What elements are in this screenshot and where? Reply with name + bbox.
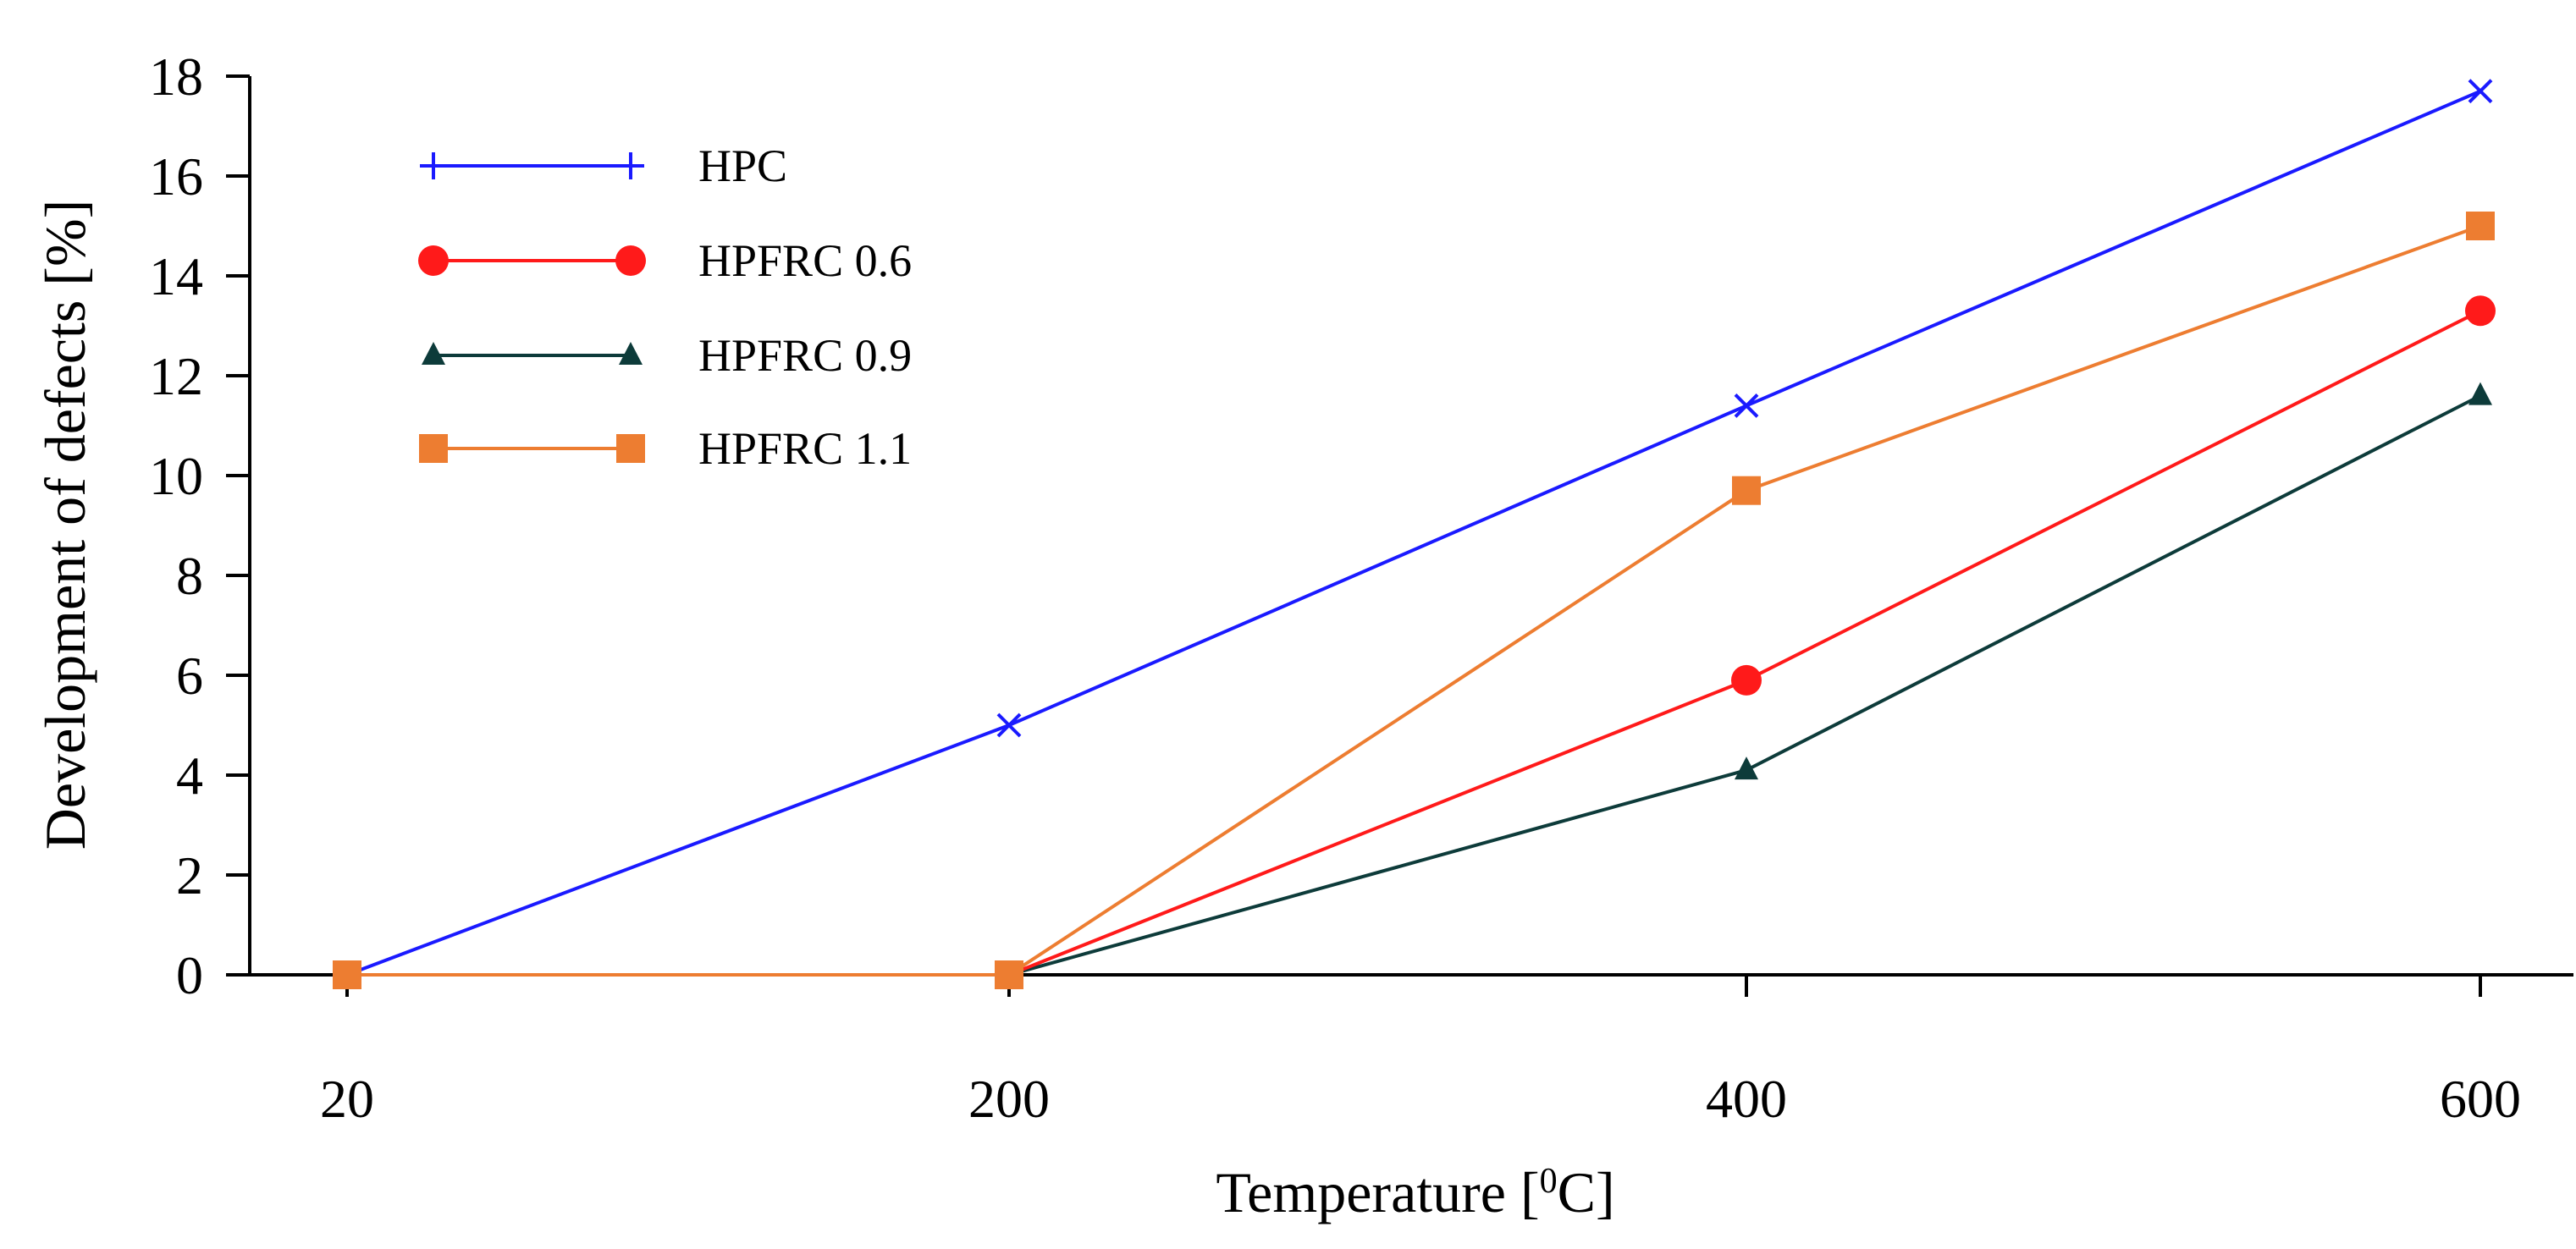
data-point xyxy=(2465,295,2496,327)
legend-marker xyxy=(422,342,445,365)
series-line-hpfrc-0-6 xyxy=(347,309,2481,977)
x-axis-title: Temperature [0C] xyxy=(1216,1160,1614,1224)
legend-item: HPC xyxy=(420,140,787,191)
legend: HPC HPFRC 0.6 HPFRC 0.9 HPFRC 1.1 xyxy=(418,140,912,474)
legend-label: HPFRC 1.1 xyxy=(698,423,912,474)
y-tick-label: 8 xyxy=(176,546,203,606)
y-axis-title: Development of defects [%] xyxy=(33,200,97,850)
series-layer xyxy=(333,79,2496,989)
marker-stroke xyxy=(2468,79,2493,104)
legend-item: HPFRC 0.9 xyxy=(422,330,912,381)
y-tick-label: 16 xyxy=(149,146,203,206)
y-tick-label: 0 xyxy=(176,945,203,1005)
legend-label: HPFRC 0.6 xyxy=(698,235,912,286)
data-point xyxy=(2468,79,2493,104)
x-tick-label: 400 xyxy=(1706,1069,1787,1129)
x-tick-label: 200 xyxy=(968,1069,1050,1129)
data-point xyxy=(333,960,361,989)
data-point xyxy=(1734,393,1759,418)
legend-marker xyxy=(420,152,447,179)
legend-marker xyxy=(418,245,449,276)
data-point xyxy=(1735,757,1758,780)
x-tick-label: 20 xyxy=(320,1069,374,1129)
marker-stroke xyxy=(996,713,1022,738)
data-point xyxy=(2466,212,2495,240)
data-point xyxy=(2468,382,2492,405)
data-point xyxy=(1732,476,1761,505)
legend-label: HPC xyxy=(698,140,787,191)
y-tick-label: 12 xyxy=(149,346,203,406)
series-line-hpfrc-1-1 xyxy=(347,224,2481,977)
data-point xyxy=(1731,664,1762,696)
legend-label: HPFRC 0.9 xyxy=(698,330,912,381)
legend-marker xyxy=(615,245,646,276)
legend-item: HPFRC 0.6 xyxy=(418,235,912,286)
y-tick-label: 4 xyxy=(176,746,203,806)
legend-marker xyxy=(419,434,448,463)
y-tick-label: 10 xyxy=(149,446,203,506)
x-tick-label: 600 xyxy=(2440,1069,2521,1129)
y-tick-label: 6 xyxy=(176,646,203,706)
y-tick-label: 18 xyxy=(149,47,203,107)
data-point xyxy=(996,713,1022,738)
legend-marker xyxy=(616,434,645,463)
y-tick-label: 2 xyxy=(176,845,203,905)
legend-marker xyxy=(619,342,643,365)
legend-marker xyxy=(617,152,644,179)
marker-stroke xyxy=(1734,393,1759,418)
series-line-hpc xyxy=(346,89,2481,977)
data-point xyxy=(995,960,1023,989)
legend-item: HPFRC 1.1 xyxy=(419,423,912,474)
y-tick-label: 14 xyxy=(149,246,203,306)
series-line-hpfrc-0-9 xyxy=(347,393,2481,977)
